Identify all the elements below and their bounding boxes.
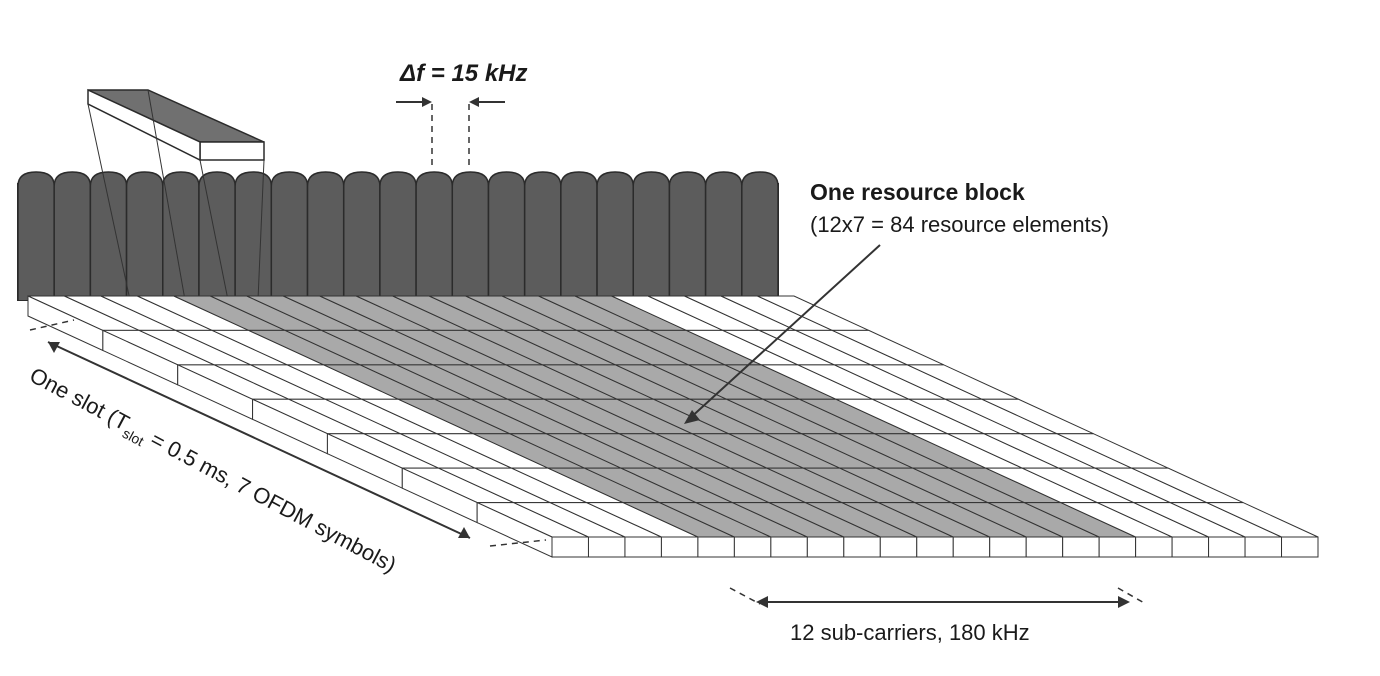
subcarrier-arrowhead-left (756, 596, 768, 608)
resource-block-detail: (12x7 = 84 resource elements) (810, 212, 1109, 237)
grid-front-cell (1135, 536, 1173, 558)
subcarrier-pulse (523, 171, 562, 300)
slot-arrow (47, 341, 471, 539)
subcarrier-guide-right (1117, 587, 1147, 605)
resource-block-pointer (687, 244, 881, 421)
dimension-guides (29, 97, 1147, 608)
subcarrier-pulse (162, 171, 200, 300)
resource-grid (27, 295, 1319, 558)
grid-front-cell (806, 536, 845, 558)
resource-block-pointer-head (684, 410, 700, 424)
subcarrier-pulse (704, 171, 743, 300)
subcarrier-pulse (487, 171, 526, 300)
grid-front-cell (1208, 536, 1246, 558)
grid-front-cell (1025, 536, 1064, 558)
grid-front-cell (697, 536, 735, 558)
delta-f-arrowhead-right (469, 97, 479, 107)
subcarrier-pulse (125, 171, 164, 300)
subcarrier-pulse (53, 171, 92, 300)
subcarrier-pulse (342, 171, 381, 300)
slot-guide-end (489, 539, 547, 547)
slot-guide-start (29, 319, 75, 331)
slot-arrowhead-end (458, 527, 470, 538)
grid-front-cell (733, 536, 772, 558)
subcarrier-pulse (379, 171, 417, 300)
grid-front-cell (843, 536, 881, 558)
subcarrier-spectrum-row (17, 171, 779, 301)
grid-front-cell (624, 536, 662, 558)
grid-front-cell (1171, 536, 1210, 558)
subcarrier-pulse (17, 171, 55, 300)
ofdm-symbol-projection (87, 88, 265, 301)
grid-front-cell (879, 536, 918, 558)
grid-front-cell (1281, 536, 1319, 558)
projection-line (147, 89, 186, 301)
subcarrier-pulse (668, 171, 707, 300)
subcarrier-pulse (560, 171, 598, 300)
grid-front-cell (989, 536, 1027, 558)
subcarrier-arrowhead-right (1118, 596, 1130, 608)
delta-f-arrowhead-left (422, 97, 432, 107)
subcarrier-pulse (89, 171, 128, 300)
grid-front-cell (1098, 536, 1137, 558)
subcarrier-pulse (415, 171, 454, 300)
slot-arrowhead-start (48, 342, 60, 353)
projection-line (87, 103, 131, 301)
subcarrier-pulse (270, 171, 309, 300)
grid-front-cell (551, 536, 589, 558)
projection-line (257, 159, 265, 301)
subcarrier-pulse (306, 171, 345, 300)
grid-front-cell (1062, 536, 1100, 558)
subcarrier-pulse (234, 171, 273, 300)
grid-front-cell (770, 536, 808, 558)
delta-f-label: Δf = 15 kHz (399, 60, 528, 87)
grid-front-cell (660, 536, 699, 558)
resource-block-title: One resource block (810, 179, 1025, 205)
grid-front-cell (952, 536, 991, 558)
grid-side-cell (476, 501, 553, 558)
subcarrier-pulse (596, 171, 634, 300)
grid-front-cell (1244, 536, 1283, 558)
grid-front-cell (587, 536, 626, 558)
subcarrier-pulse (741, 171, 779, 300)
subcarrier-guide-left (729, 587, 761, 605)
grid-front-cell (916, 536, 954, 558)
ofdm-symbol-bar-face (199, 141, 265, 161)
subcarrier-pulse (451, 171, 490, 300)
projection-line (199, 159, 229, 301)
subcarrier-pulse (632, 171, 671, 300)
subcarrier-pulse (198, 171, 236, 300)
subcarriers-label: 12 sub-carriers, 180 kHz (790, 620, 1030, 645)
